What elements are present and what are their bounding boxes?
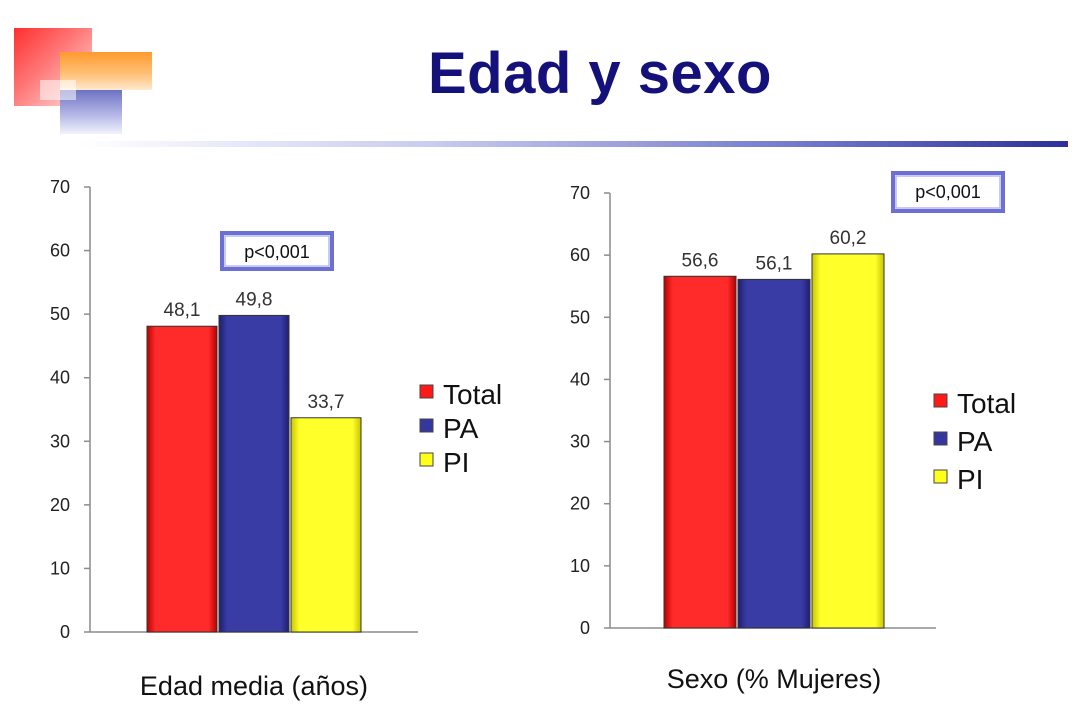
legend-swatch-pi xyxy=(933,469,948,484)
y-tick-label: 0 xyxy=(60,622,70,642)
legend-swatch-total xyxy=(933,393,948,408)
annotation-text: p<0,001 xyxy=(915,182,981,202)
legend-swatch-pa xyxy=(419,418,434,433)
y-tick-label: 10 xyxy=(570,556,590,576)
value-label-total: 48,1 xyxy=(164,300,201,321)
y-tick-label: 20 xyxy=(570,494,590,514)
legend-swatch-pa xyxy=(933,431,948,446)
legend-label-pa: PA xyxy=(957,426,993,457)
annotation-box-inner xyxy=(224,235,330,267)
y-tick-label: 50 xyxy=(570,307,590,327)
title-underline xyxy=(80,141,1068,147)
y-tick-label: 30 xyxy=(50,431,70,451)
y-tick-label: 60 xyxy=(50,241,70,261)
bar-total xyxy=(146,325,218,633)
bar-pa xyxy=(737,278,811,629)
y-tick-label: 60 xyxy=(570,245,590,265)
y-tick-label: 40 xyxy=(50,368,70,388)
annotation-box xyxy=(891,171,1005,213)
value-label-pa: 56,1 xyxy=(756,253,793,274)
value-label-pi: 60,2 xyxy=(830,228,867,249)
legend-swatch-pi xyxy=(419,452,434,467)
annotation-box xyxy=(220,231,334,271)
y-tick-label: 70 xyxy=(50,177,70,197)
value-label-pi: 33,7 xyxy=(308,392,345,413)
value-label-pa: 49,8 xyxy=(236,289,273,310)
legend-label-pi: PI xyxy=(443,447,469,478)
value-label-total: 56,6 xyxy=(682,250,719,271)
slide-title: Edad y sexo xyxy=(428,41,772,106)
x-axis-label: Sexo (% Mujeres) xyxy=(667,664,882,694)
y-tick-label: 20 xyxy=(50,495,70,515)
legend-swatch-total xyxy=(419,384,434,399)
y-tick-label: 10 xyxy=(50,558,70,578)
bar-pi xyxy=(290,417,362,633)
annotation-box-inner xyxy=(895,175,1001,209)
x-axis-label: Edad media (años) xyxy=(140,671,368,701)
legend-label-total: Total xyxy=(443,379,502,410)
y-tick-label: 30 xyxy=(570,432,590,452)
decorative-highlight xyxy=(40,80,76,100)
y-tick-label: 0 xyxy=(580,618,590,638)
y-tick-label: 70 xyxy=(570,183,590,203)
annotation-text: p<0,001 xyxy=(244,242,310,262)
y-tick-label: 50 xyxy=(50,304,70,324)
legend-label-pi: PI xyxy=(957,464,983,495)
legend-label-pa: PA xyxy=(443,413,479,444)
legend-label-total: Total xyxy=(957,388,1016,419)
bar-pi xyxy=(811,253,885,629)
y-tick-label: 40 xyxy=(570,369,590,389)
bar-total xyxy=(663,275,737,629)
bar-pa xyxy=(218,314,290,633)
